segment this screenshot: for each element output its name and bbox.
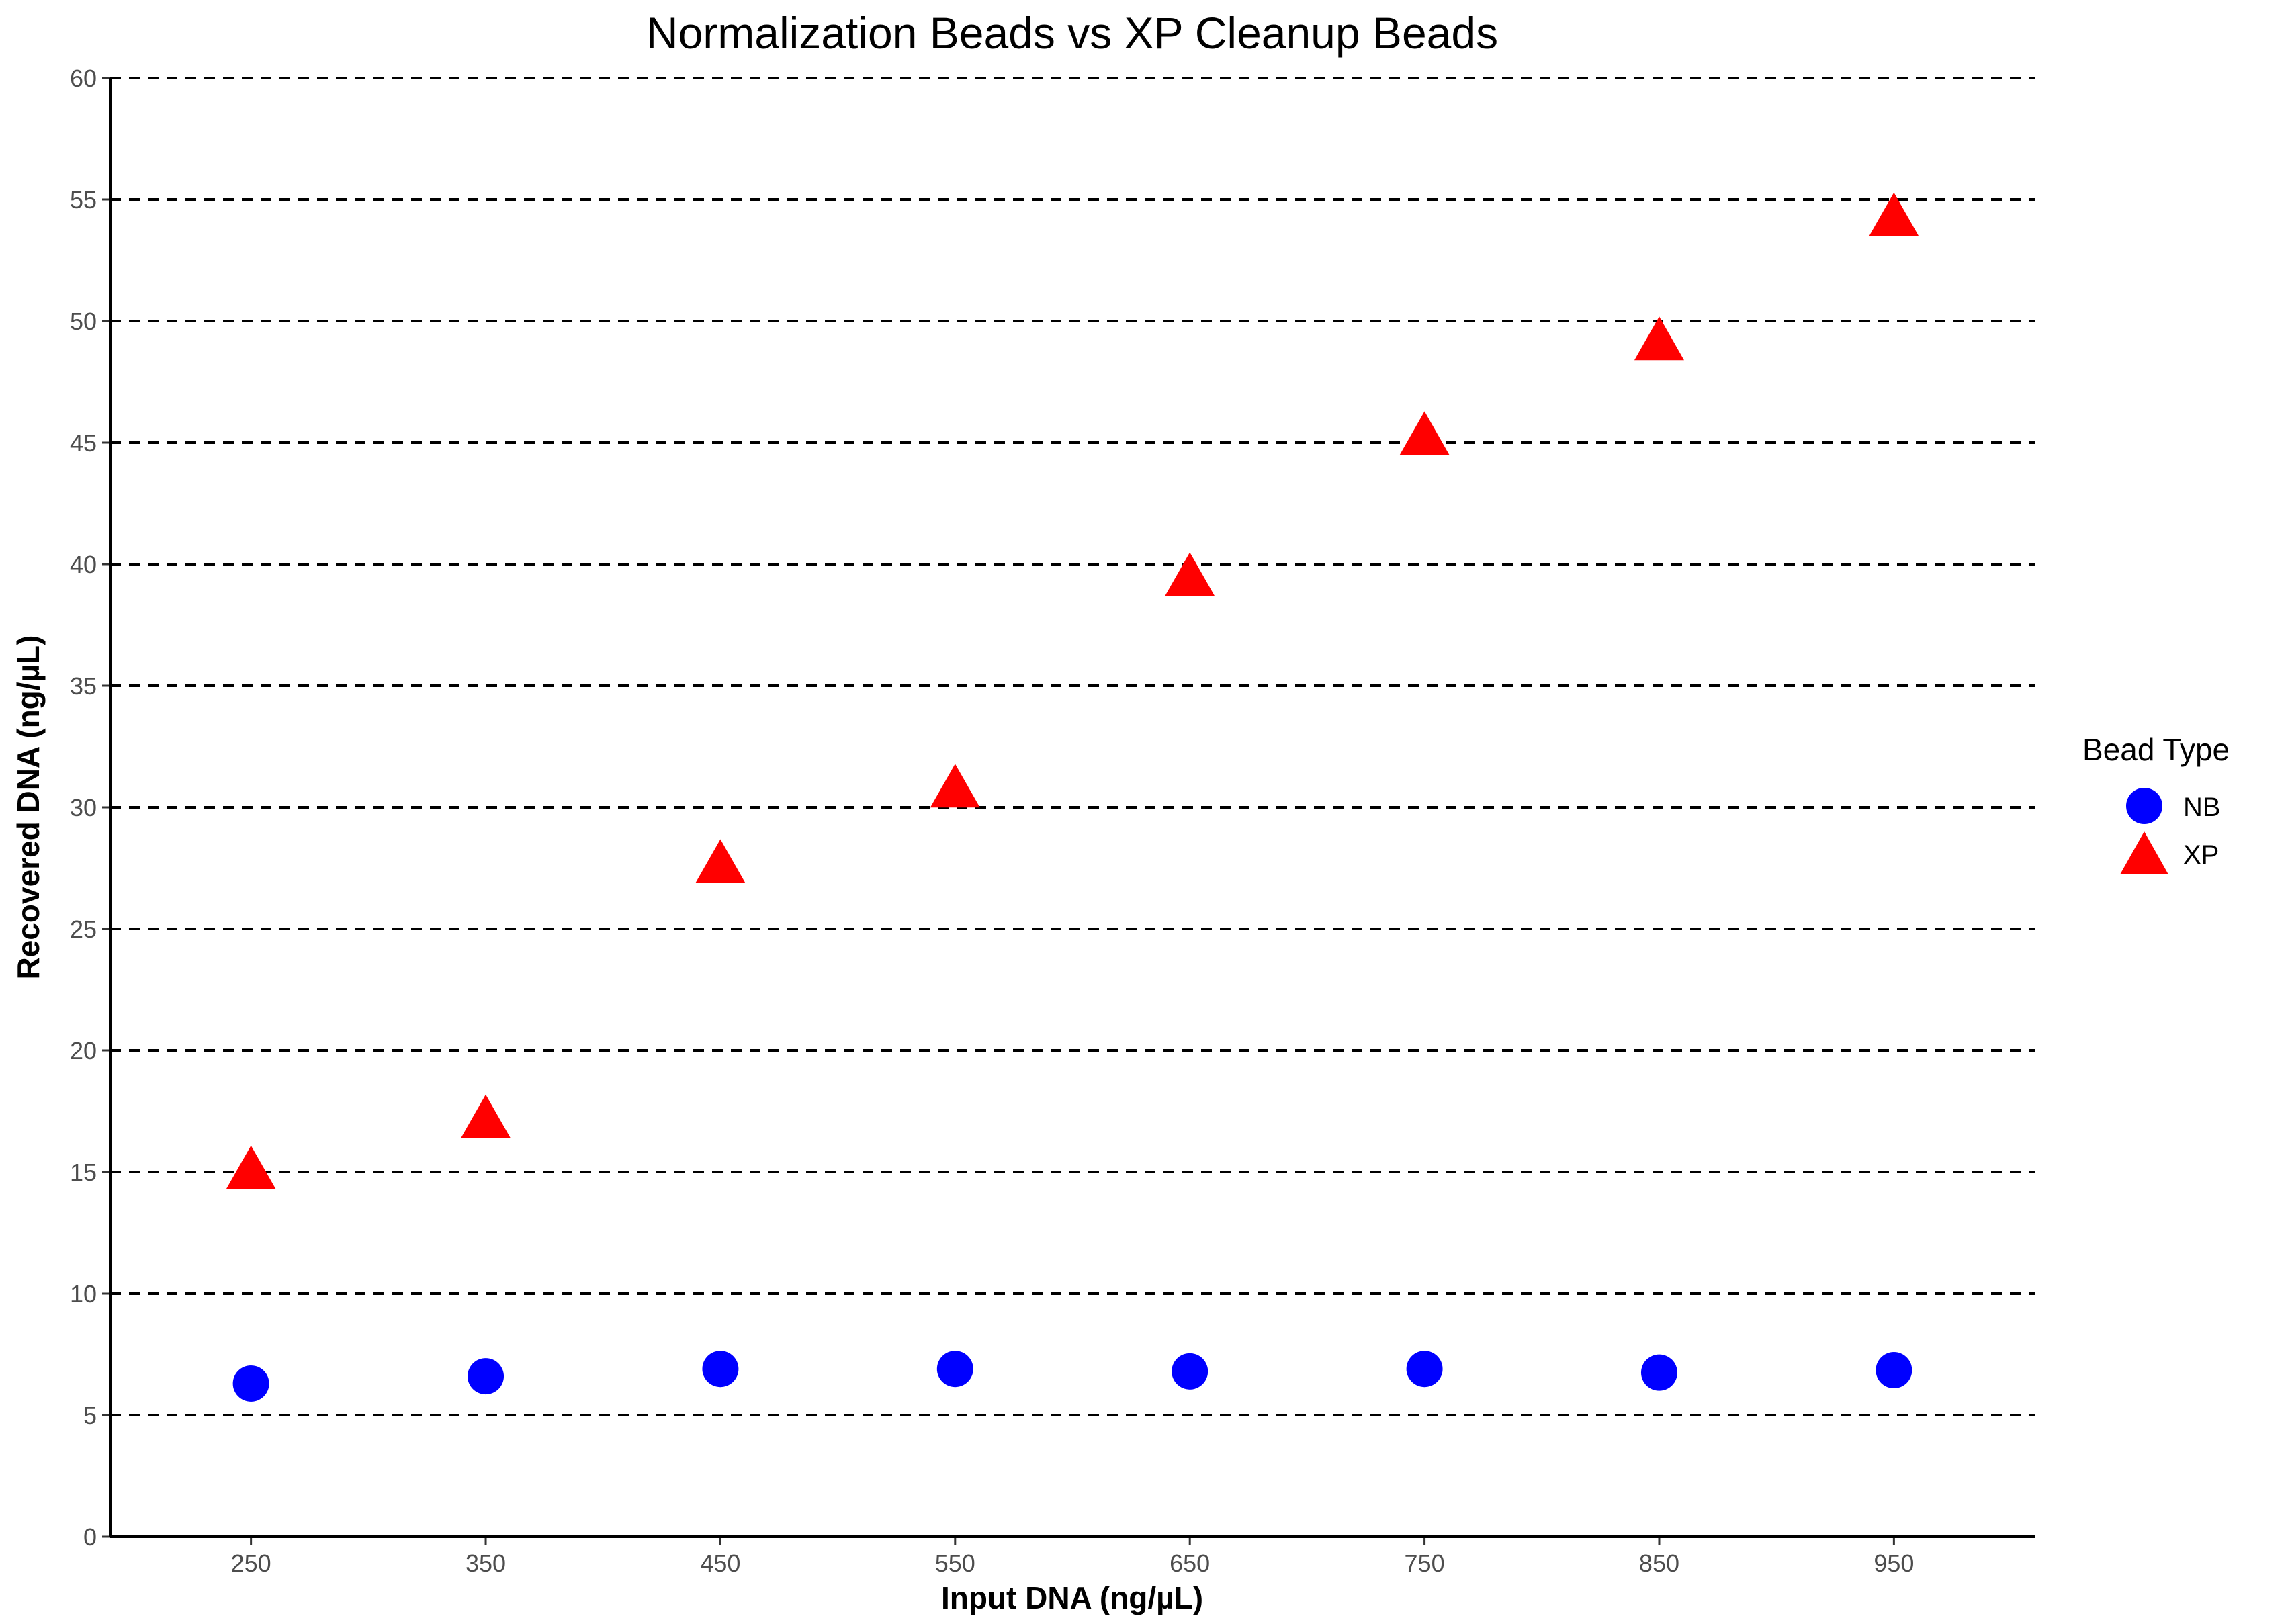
point-xp (461, 1094, 511, 1138)
point-nb (1876, 1352, 1912, 1389)
legend-nb-label: NB (2183, 793, 2221, 822)
data-points (226, 192, 1919, 1402)
y-tick-label: 40 (70, 551, 97, 578)
gridlines (110, 77, 2035, 1416)
x-axis-label: Input DNA (ng/µL) (941, 1580, 1203, 1615)
y-tick-label: 20 (70, 1037, 97, 1065)
chart-title: Normalization Beads vs XP Cleanup Beads (646, 8, 1498, 58)
x-axis-ticks: 250 350 450 550 650 750 850 950 (231, 1537, 1914, 1577)
x-tick-label: 350 (466, 1549, 506, 1577)
y-tick-label: 15 (70, 1159, 97, 1186)
y-tick-label: 10 (70, 1280, 97, 1308)
y-tick-label: 0 (83, 1523, 97, 1551)
point-nb (232, 1365, 269, 1402)
point-xp (1399, 411, 1450, 455)
point-nb (1172, 1353, 1208, 1390)
x-tick-label: 850 (1639, 1549, 1679, 1577)
legend-title: Bead Type (2082, 732, 2230, 767)
point-xp (1165, 552, 1215, 596)
y-tick-label: 50 (70, 308, 97, 335)
y-axis-ticks: 0 5 10 15 20 25 30 35 40 45 50 55 60 (70, 64, 110, 1551)
x-tick-label: 750 (1405, 1549, 1445, 1577)
x-tick-label: 250 (231, 1549, 271, 1577)
y-tick-label: 25 (70, 915, 97, 943)
point-nb (468, 1358, 504, 1395)
point-nb (1406, 1351, 1443, 1388)
y-tick-label: 35 (70, 672, 97, 700)
point-xp (226, 1145, 276, 1189)
y-axis-label: Recovered DNA (ng/µL) (11, 635, 46, 980)
point-nb (702, 1351, 739, 1388)
legend: Bead Type NB XP (2082, 732, 2230, 874)
x-tick-label: 450 (700, 1549, 740, 1577)
legend-nb-marker (2126, 788, 2162, 824)
point-xp (930, 764, 980, 808)
x-tick-label: 550 (935, 1549, 975, 1577)
point-xp (695, 839, 746, 883)
y-tick-label: 60 (70, 64, 97, 92)
point-xp (1869, 192, 1919, 236)
legend-xp-marker (2120, 831, 2168, 874)
legend-xp-label: XP (2183, 840, 2219, 870)
y-tick-label: 45 (70, 429, 97, 457)
y-tick-label: 55 (70, 186, 97, 214)
point-xp (1634, 316, 1684, 361)
y-tick-label: 30 (70, 794, 97, 821)
x-tick-label: 950 (1874, 1549, 1914, 1577)
point-nb (1640, 1354, 1677, 1391)
x-tick-label: 650 (1170, 1549, 1210, 1577)
y-tick-label: 5 (83, 1402, 97, 1429)
point-nb (936, 1351, 973, 1388)
